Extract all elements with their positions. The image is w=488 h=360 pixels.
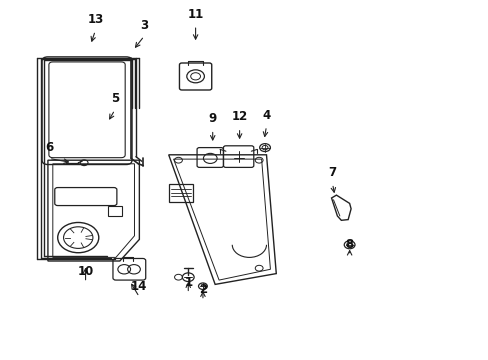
- Text: 7: 7: [328, 166, 336, 179]
- Text: 3: 3: [140, 19, 148, 32]
- Text: 5: 5: [111, 93, 119, 105]
- Text: 6: 6: [45, 141, 53, 154]
- Text: 1: 1: [184, 276, 192, 289]
- Text: 4: 4: [262, 109, 270, 122]
- Text: 12: 12: [231, 111, 247, 123]
- Text: 10: 10: [77, 265, 94, 278]
- Text: 11: 11: [187, 8, 203, 21]
- Text: 13: 13: [87, 13, 103, 26]
- Text: 14: 14: [131, 280, 147, 293]
- Text: 2: 2: [199, 283, 206, 296]
- Text: 8: 8: [345, 238, 353, 251]
- Text: 9: 9: [208, 112, 216, 125]
